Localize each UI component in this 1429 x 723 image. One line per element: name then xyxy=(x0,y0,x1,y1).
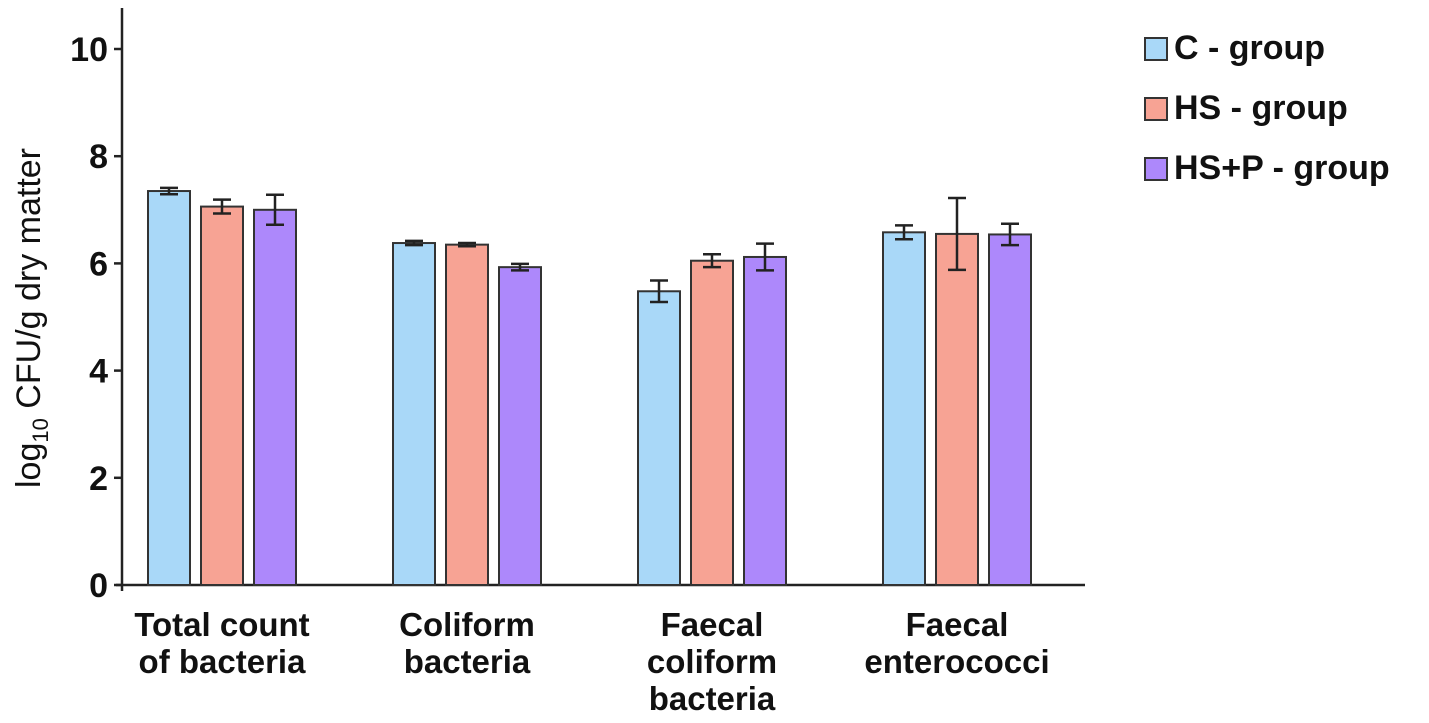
legend-label: HS - group xyxy=(1174,89,1348,127)
legend-swatch xyxy=(1144,97,1168,121)
bar xyxy=(445,243,489,586)
bar xyxy=(637,290,681,586)
bar xyxy=(253,208,297,587)
y-tick-label: 2 xyxy=(89,460,108,498)
bar xyxy=(743,255,787,586)
y-tick-label: 6 xyxy=(89,245,108,283)
legend-label: HS+P - group xyxy=(1174,149,1390,187)
bar xyxy=(882,231,926,586)
bar xyxy=(392,242,436,586)
bar xyxy=(147,190,191,586)
legend-label: C - group xyxy=(1174,29,1325,67)
bar xyxy=(935,232,979,586)
bar xyxy=(498,266,542,586)
x-tick-label: Coliform bacteria xyxy=(399,606,535,680)
bar xyxy=(988,233,1032,586)
x-tick-label: Faecal enterococci xyxy=(864,606,1049,680)
legend: C - group HS - group HS+P - group xyxy=(1144,29,1390,187)
legend-swatch xyxy=(1144,157,1168,181)
plot-area: 0 2 4 6 8 10 Total count of bacteria Coliform bac… xyxy=(70,8,1085,717)
y-tick-label: 8 xyxy=(89,138,108,176)
bar xyxy=(200,205,244,586)
legend-swatch xyxy=(1144,37,1168,61)
x-tick-label: Total count of bacteria xyxy=(134,606,309,680)
y-axis-label: log10 CFU/g dry matter xyxy=(10,148,53,488)
bar xyxy=(690,259,734,586)
y-tick-label: 0 xyxy=(89,567,108,605)
x-tick-label: Faecal coliform bacteria xyxy=(647,606,777,717)
y-tick-label: 10 xyxy=(70,31,108,69)
y-tick-label: 4 xyxy=(89,353,108,391)
